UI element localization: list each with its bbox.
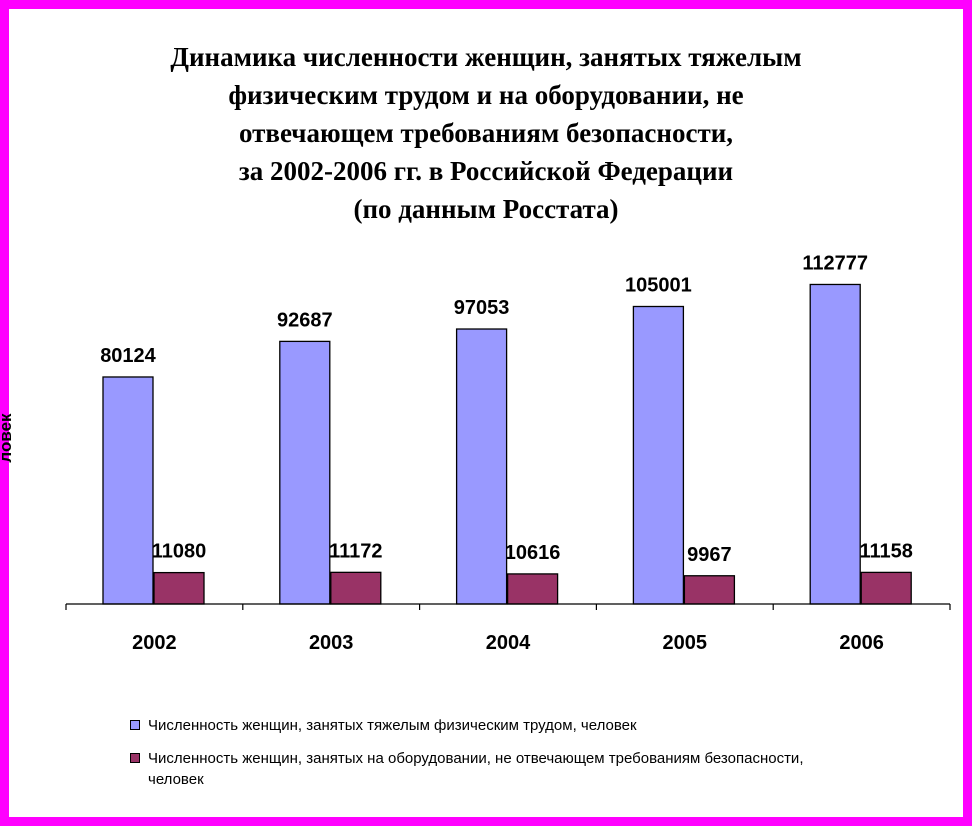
bar-s2-2004	[506, 573, 559, 605]
bar-s1-2002	[102, 376, 154, 605]
legend-label-1: Численность женщин, занятых тяжелым физи…	[148, 717, 637, 734]
title-line-1: Динамика численности женщин, занятых тяж…	[170, 42, 802, 72]
data-label-s1-2004: 97053	[454, 297, 510, 319]
data-label-s2-2003: 11172	[329, 540, 382, 562]
data-label-s1-2002: 80124	[100, 345, 156, 367]
bar-s1-2005	[632, 305, 685, 605]
legend-swatch-1	[130, 720, 140, 730]
bar-s1-2004	[455, 328, 508, 605]
bar-s2-2002	[153, 571, 205, 605]
legend: Численность женщин, занятых тяжелым физи…	[130, 715, 850, 802]
bar-s2-2005	[683, 575, 736, 605]
bar-s1-2006	[809, 283, 861, 605]
x-tick-label-2003: 2003	[309, 632, 354, 654]
legend-label-2: Численность женщин, занятых на оборудова…	[148, 750, 804, 788]
bar-s1-2003	[279, 340, 331, 605]
data-label-s2-2004: 10616	[505, 542, 561, 564]
data-label-s2-2006: 11158	[859, 540, 912, 562]
bar-s2-2003	[330, 571, 382, 605]
bar-s2-2006	[860, 571, 912, 605]
legend-item-1: Численность женщин, занятых тяжелым физи…	[130, 715, 850, 736]
x-tick-label-2002: 2002	[132, 632, 177, 654]
legend-item-2: Численность женщин, занятых на оборудова…	[130, 748, 850, 790]
data-label-s2-2002: 11080	[152, 541, 207, 563]
data-label-s1-2003: 92687	[277, 309, 333, 331]
title-line-4: за 2002-2006 гг. в Российской Федерации	[238, 156, 734, 186]
title-line-5: (по данным Росстата)	[353, 194, 619, 224]
chart-title: Динамика численности женщин, занятых тяж…	[40, 38, 932, 228]
x-tick-label-2005: 2005	[663, 632, 708, 654]
x-tick-label-2006: 2006	[839, 632, 884, 654]
title-line-3: отвечающем требованиям безопасности,	[238, 118, 734, 148]
x-tick-label-2004: 2004	[486, 632, 531, 654]
data-label-s1-2006: 112777	[802, 252, 868, 274]
title-line-2: физическим трудом и на оборудовании, не	[228, 80, 744, 110]
data-label-s2-2005: 9967	[687, 544, 732, 566]
data-label-s1-2005: 105001	[625, 274, 692, 296]
legend-swatch-2	[130, 753, 140, 763]
